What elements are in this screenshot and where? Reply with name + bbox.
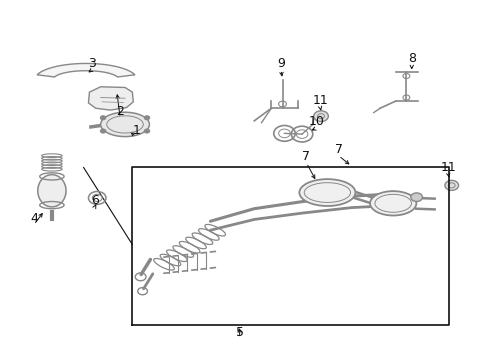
- Text: 6: 6: [91, 194, 99, 207]
- Circle shape: [410, 193, 422, 202]
- Text: 7: 7: [302, 150, 310, 163]
- Ellipse shape: [299, 179, 355, 206]
- Circle shape: [444, 180, 458, 190]
- Text: 7: 7: [334, 143, 342, 156]
- Text: 11: 11: [311, 94, 327, 107]
- Text: 1: 1: [132, 124, 140, 137]
- Polygon shape: [37, 63, 135, 77]
- Ellipse shape: [38, 175, 66, 207]
- Text: 11: 11: [440, 161, 455, 174]
- Text: 2: 2: [116, 105, 124, 118]
- Circle shape: [144, 129, 150, 133]
- Circle shape: [100, 116, 106, 120]
- Text: 10: 10: [308, 115, 324, 128]
- Text: 5: 5: [235, 325, 243, 338]
- Text: 9: 9: [277, 57, 285, 69]
- Ellipse shape: [369, 191, 415, 216]
- Text: 3: 3: [88, 57, 96, 69]
- Circle shape: [100, 129, 106, 133]
- Circle shape: [144, 116, 150, 120]
- Circle shape: [313, 111, 328, 122]
- Text: 4: 4: [30, 212, 38, 225]
- Ellipse shape: [101, 112, 149, 136]
- Polygon shape: [88, 87, 133, 110]
- Text: 8: 8: [407, 51, 415, 64]
